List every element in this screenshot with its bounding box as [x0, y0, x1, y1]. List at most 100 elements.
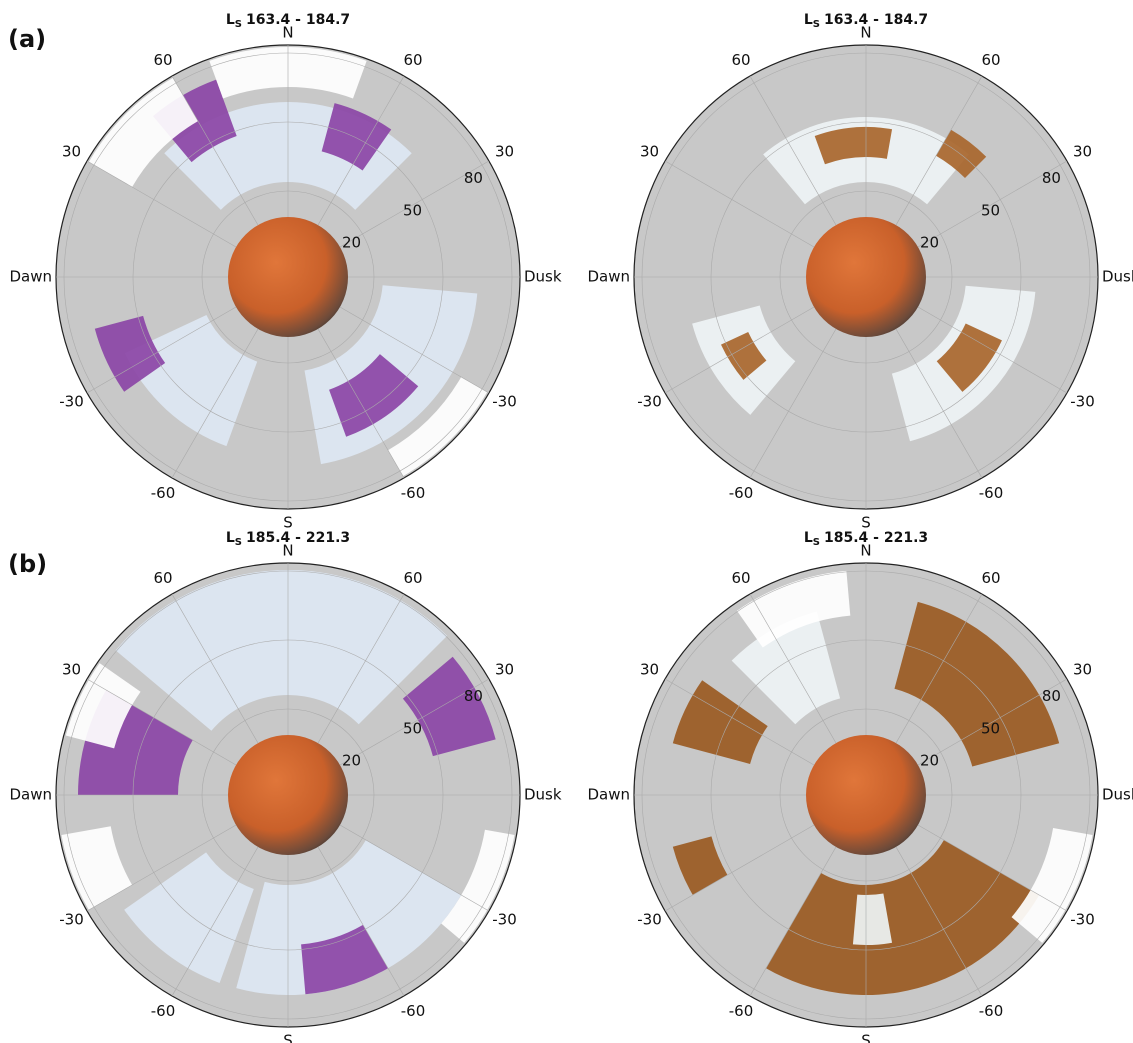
coverage-patch [236, 840, 462, 995]
radial-grid [132, 121, 444, 433]
radial-tick-label: 80 [464, 687, 483, 705]
coverage-patch [301, 924, 388, 995]
angle-tick-label: -60 [151, 484, 176, 502]
angle-tick-label: 60 [731, 51, 750, 69]
radial-grid [641, 52, 1091, 502]
angle-tick-label: -30 [59, 393, 84, 411]
mars-globe [228, 217, 348, 337]
radial-grid [63, 570, 513, 1020]
title-range: 185.4 - 221.3 [824, 530, 928, 546]
radial-tick-label: 20 [342, 234, 361, 252]
radial-grid [710, 121, 1022, 433]
south-label: S [861, 514, 871, 532]
coverage-patch [124, 315, 258, 447]
angle-tick-label: 30 [495, 143, 514, 161]
radial-tick-label: 20 [342, 752, 361, 770]
coverage-patch [65, 663, 141, 749]
spoke [171, 75, 259, 226]
radial-grid [63, 52, 513, 502]
spoke [895, 75, 983, 226]
coverage-patch [388, 377, 488, 477]
angle-tick-label: -60 [151, 1002, 176, 1020]
polar-panel: LS 163.4 - 184.720508060603030-30-30-60-6… [587, 12, 1133, 532]
coverage-patch [894, 601, 1060, 767]
spoke [895, 846, 983, 997]
radial-tick-label: 50 [981, 201, 1000, 219]
spoke [749, 328, 837, 479]
coverage-patch [321, 103, 392, 171]
spoke [317, 593, 405, 744]
coverage-patch [766, 840, 1040, 995]
title-subscript: S [813, 537, 820, 548]
angle-tick-label: 30 [1073, 143, 1092, 161]
spoke [317, 846, 405, 997]
spoke [917, 824, 1068, 912]
radial-tick-label: 80 [464, 169, 483, 187]
angle-tick-label: -60 [401, 484, 426, 502]
angle-tick-label: 30 [640, 661, 659, 679]
title-range: 185.4 - 221.3 [246, 530, 350, 546]
spoke [317, 75, 405, 226]
angle-tick-label: 60 [403, 569, 422, 587]
coverage-patch [124, 852, 254, 983]
coverage-patch [720, 331, 767, 380]
mars-globe [228, 735, 348, 855]
spoke [339, 306, 490, 394]
dusk-label: Dusk [524, 268, 562, 286]
radial-tick-label: 50 [403, 719, 422, 737]
angle-tick-label: -60 [729, 1002, 754, 1020]
spoke [86, 160, 237, 248]
radial-tick-label: 50 [981, 719, 1000, 737]
angle-tick-label: -30 [1070, 393, 1095, 411]
south-label: S [283, 514, 293, 532]
angle-tick-label: 60 [981, 51, 1000, 69]
radial-tick-label: 50 [403, 201, 422, 219]
polar-panel: LS 185.4 - 221.320508060603030-30-30-60-6… [587, 530, 1133, 1043]
spoke [171, 593, 259, 744]
coverage-patch [936, 129, 987, 179]
coverage-patch [329, 354, 419, 437]
panel-title: LS 185.4 - 221.3 [804, 530, 928, 548]
radial-grid [132, 639, 444, 951]
angle-tick-label: -60 [979, 484, 1004, 502]
dawn-label: Dawn [587, 268, 630, 286]
dawn-label: Dawn [9, 786, 52, 804]
polar-panel: LS 163.4 - 184.720508060603030-30-30-60-6… [9, 12, 561, 532]
radial-grid [641, 570, 1091, 1020]
dusk-label: Dusk [1102, 786, 1133, 804]
north-label: N [282, 542, 293, 560]
title-prefix: L [226, 12, 235, 28]
coverage-patch [672, 680, 768, 764]
spoke [895, 593, 983, 744]
mars-globe [806, 735, 926, 855]
angle-tick-label: -30 [637, 911, 662, 929]
spoke [86, 678, 237, 766]
panel-label: (a) [8, 25, 46, 53]
panel-label: (b) [8, 550, 47, 578]
angle-tick-label: -60 [401, 1002, 426, 1020]
angle-tick-label: 30 [62, 661, 81, 679]
title-subscript: S [813, 19, 820, 30]
north-label: N [860, 24, 871, 42]
title-prefix: L [804, 12, 813, 28]
angle-tick-label: 60 [153, 51, 172, 69]
spoke [917, 306, 1068, 394]
angle-tick-label: -30 [492, 911, 517, 929]
coverage-patch [672, 836, 728, 895]
spoke [895, 328, 983, 479]
dawn-label: Dawn [9, 268, 52, 286]
radial-tick-label: 20 [920, 234, 939, 252]
coverage-patch [115, 570, 448, 731]
coverage-patch [814, 126, 893, 165]
angle-tick-label: -30 [1070, 911, 1095, 929]
radial-tick-label: 80 [1042, 687, 1061, 705]
radial-tick-label: 20 [920, 752, 939, 770]
spoke [339, 678, 490, 766]
title-subscript: S [235, 19, 242, 30]
title-range: 163.4 - 184.7 [824, 12, 928, 28]
spoke [86, 824, 237, 912]
angle-tick-label: -30 [59, 911, 84, 929]
coverage-patch [61, 826, 133, 910]
coverage-patch [1011, 827, 1093, 943]
